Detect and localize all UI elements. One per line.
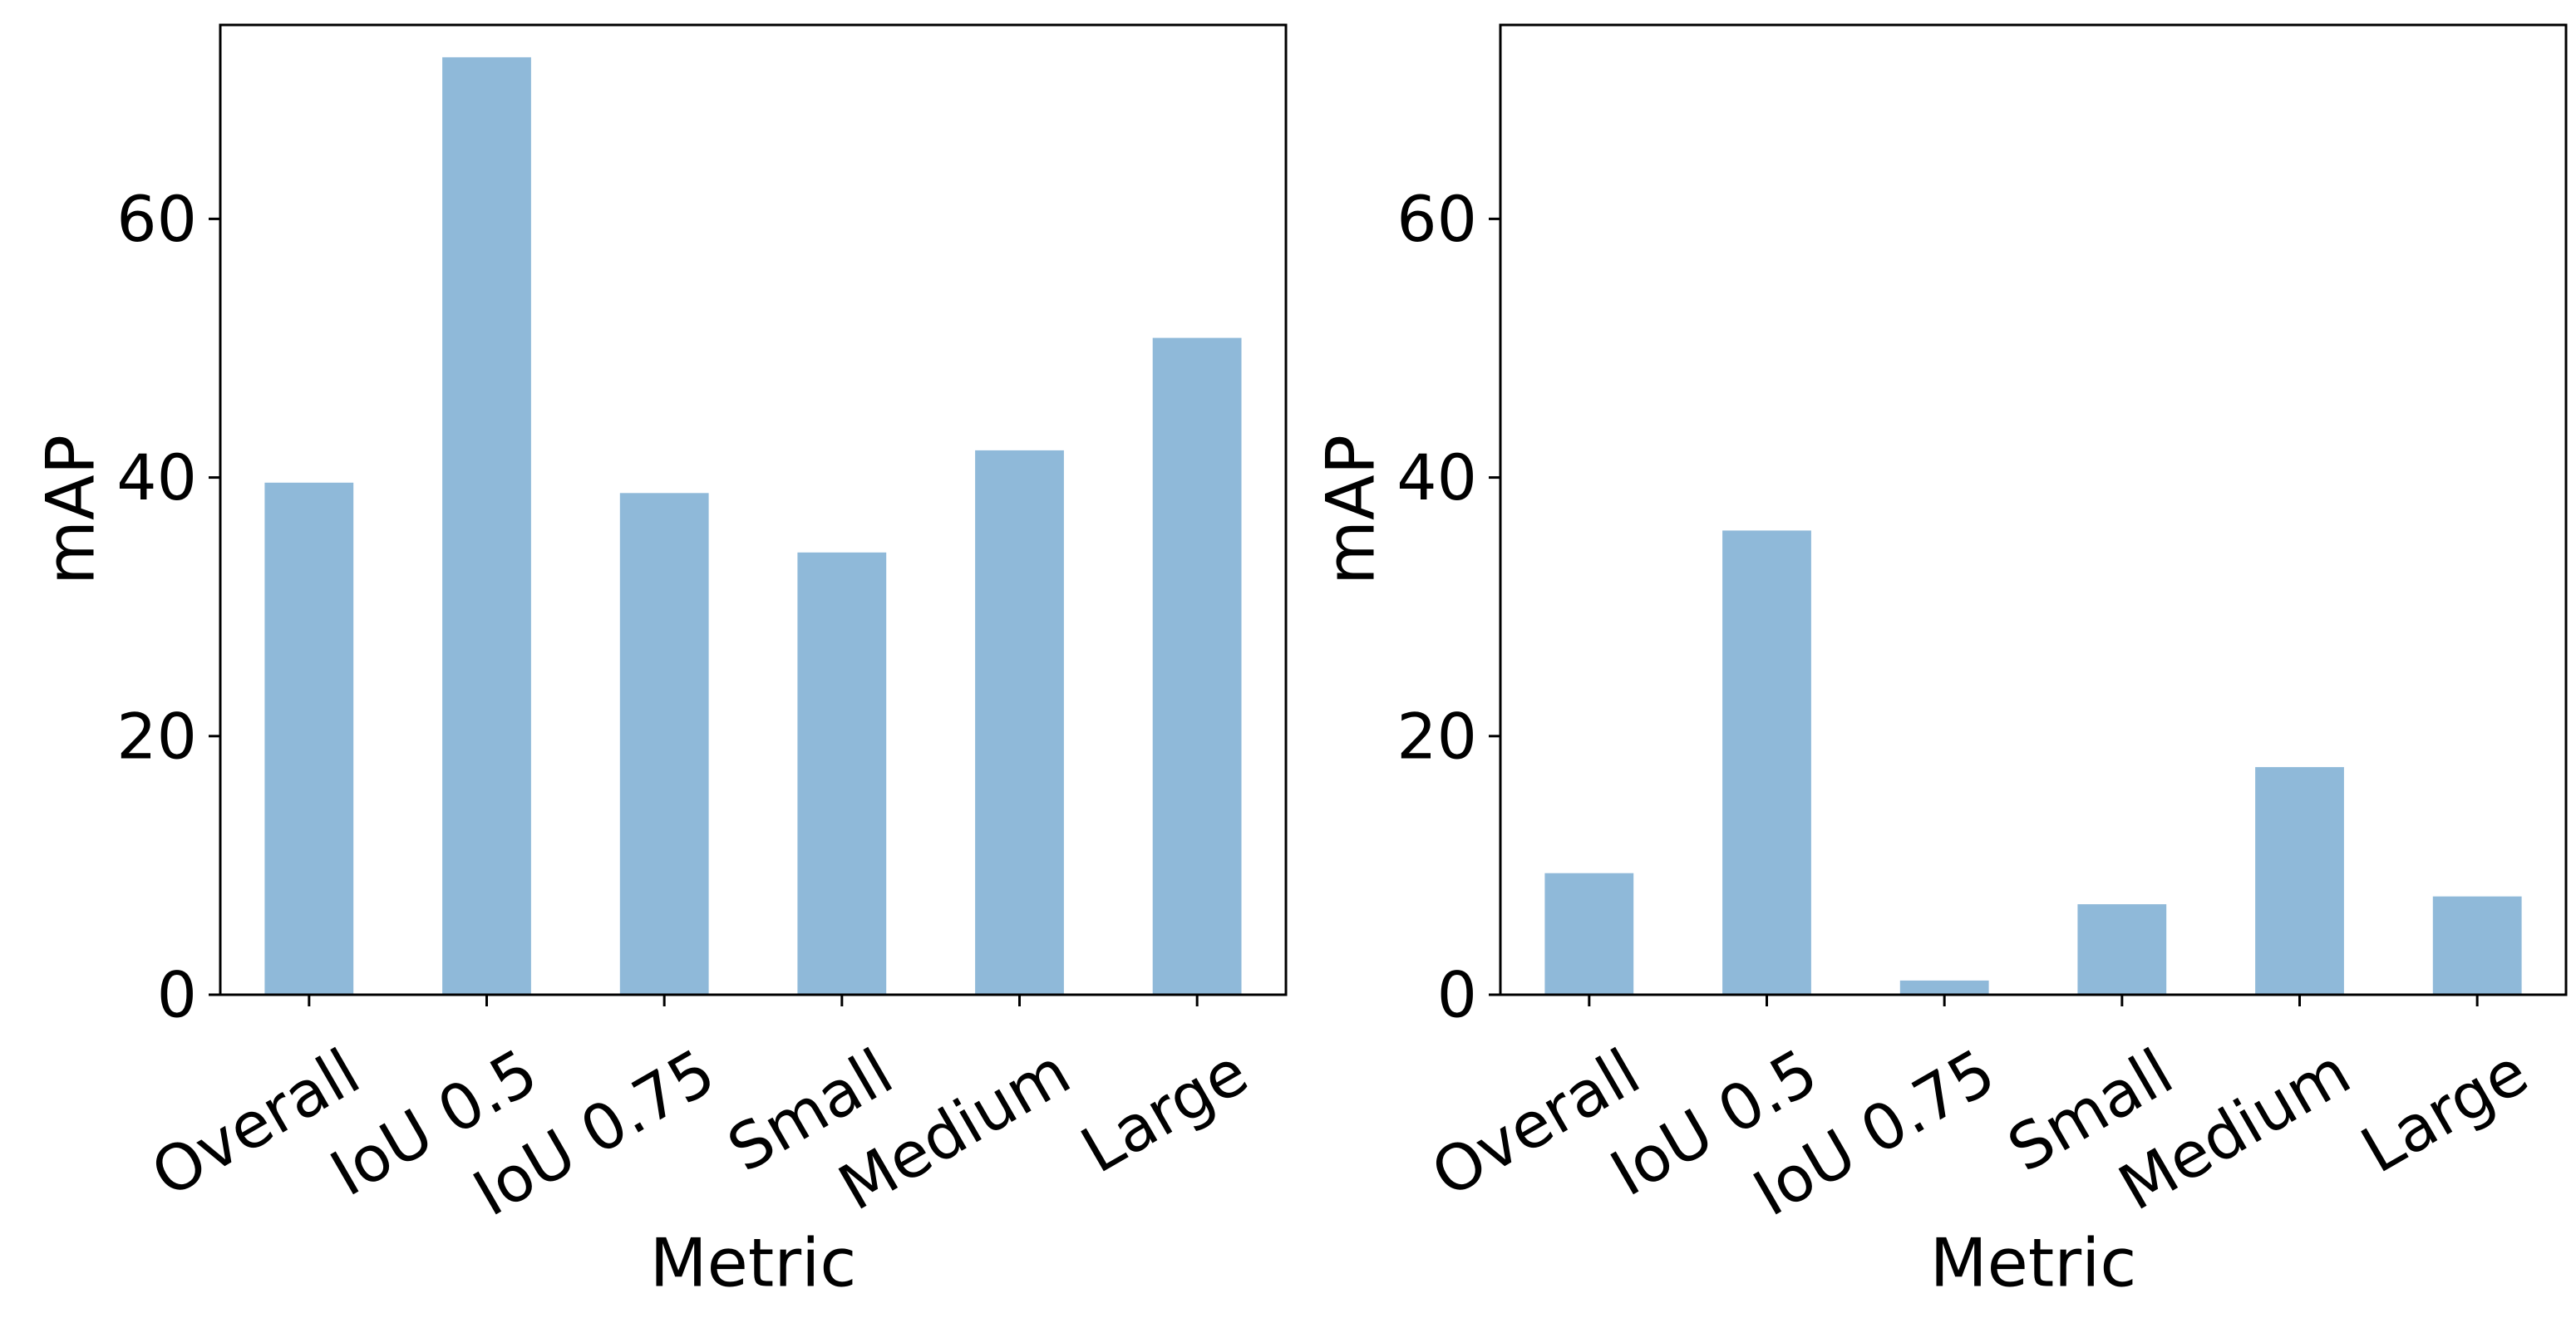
bar-overall [1544, 873, 1634, 995]
x-axis-label: Metric [650, 1225, 857, 1302]
x-tick-label: Overall [140, 1035, 372, 1212]
bar-iou-0-75 [1899, 980, 1989, 995]
y-tick-label: 0 [157, 958, 197, 1032]
y-axis-label: mAP [32, 435, 110, 585]
bar-iou-0-5 [442, 57, 531, 995]
x-tick-label: Large [2349, 1035, 2540, 1188]
y-tick-label: 40 [116, 440, 197, 514]
bar-small [2077, 904, 2167, 995]
y-tick-label: 40 [1396, 440, 1477, 514]
bar-medium [2255, 767, 2344, 995]
bar-large [1152, 337, 1242, 996]
y-tick-label: 20 [1396, 699, 1477, 773]
y-tick-label: 0 [1437, 958, 1477, 1032]
bar-small [797, 552, 887, 995]
axes-frame [219, 23, 1288, 996]
x-axis-label: Metric [1930, 1225, 2137, 1302]
bar-iou-0-5 [1722, 530, 1811, 995]
y-tick-label: 20 [116, 699, 197, 773]
y-tick-label: 60 [1396, 182, 1477, 256]
bar-medium [975, 450, 1064, 995]
y-tick-label: 60 [116, 182, 197, 256]
x-tick-label: Large [1069, 1035, 1260, 1188]
y-axis-label: mAP [1313, 435, 1390, 585]
bar-large [2432, 896, 2522, 995]
axes-frame [1499, 23, 2568, 996]
bar-overall [264, 482, 354, 995]
bar-iou-0-75 [619, 493, 709, 995]
x-tick-label: Overall [1420, 1035, 1652, 1212]
